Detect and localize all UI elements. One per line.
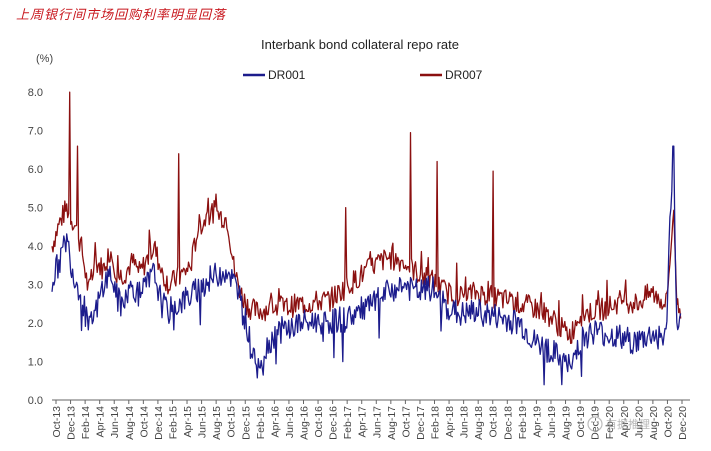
x-tick-label: Dec-15	[240, 406, 252, 440]
y-tick-label: 8.0	[28, 87, 43, 99]
x-tick-label: Oct-16	[313, 406, 325, 438]
x-tick-label: Oct-17	[400, 406, 412, 438]
y-tick-label: 5.0	[28, 203, 43, 215]
x-tick-label: Jun-17	[371, 406, 383, 438]
x-tick-label: Dec-17	[415, 406, 427, 440]
x-tick-label: Feb-16	[255, 406, 267, 439]
x-tick-label: Jun-19	[546, 406, 558, 438]
x-tick-label: Oct-18	[488, 406, 500, 438]
x-tick-label: Apr-16	[269, 406, 281, 438]
x-tick-label: Jun-18	[459, 406, 471, 438]
x-tick-label: Apr-15	[182, 406, 194, 438]
x-tick-label: Oct-20	[662, 406, 674, 438]
watermark: 有据推理	[587, 416, 650, 432]
x-tick-label: Oct-19	[575, 406, 587, 438]
x-tick-label: Apr-14	[95, 406, 107, 438]
y-axis-unit-label: (%)	[36, 53, 53, 65]
legend-label-dr001: DR001	[268, 68, 306, 82]
x-tick-label: Oct-15	[226, 406, 238, 438]
x-tick-label: Dec-18	[502, 406, 514, 440]
y-tick-label: 3.0	[28, 280, 43, 292]
x-tick-label: Dec-19	[590, 406, 602, 440]
chart-caption: 上周银行间市场回购利率明显回落	[16, 8, 227, 23]
x-tick-label: Feb-20	[604, 406, 616, 439]
y-tick-label: 2.0	[28, 318, 43, 330]
x-tick-label: Jun-14	[109, 406, 121, 438]
x-tick-label: Aug-20	[648, 406, 660, 440]
x-tick-label: Dec-13	[66, 406, 78, 440]
x-tick-label: Jun-20	[633, 406, 645, 438]
x-tick-label: Aug-16	[298, 406, 310, 440]
y-tick-label: 7.0	[28, 126, 43, 138]
x-tick-label: Apr-17	[357, 406, 369, 438]
x-tick-label: Dec-20	[677, 406, 689, 440]
x-tick-label: Aug-14	[124, 406, 136, 440]
x-tick-label: Jun-15	[197, 406, 209, 438]
y-tick-label: 1.0	[28, 357, 43, 369]
series-line-dr007	[51, 91, 682, 345]
x-tick-label: Oct-14	[138, 406, 150, 438]
x-tick-label: Feb-19	[517, 406, 529, 439]
x-tick-label: Aug-15	[211, 406, 223, 440]
x-tick-label: Feb-17	[342, 406, 354, 439]
x-tick-label: Feb-15	[167, 406, 179, 439]
y-tick-label: 6.0	[28, 164, 43, 176]
series-line-dr001	[51, 145, 682, 386]
x-tick-label: Apr-20	[619, 406, 631, 438]
x-tick-label: Feb-14	[80, 406, 92, 439]
watermark-text: 有据推理	[606, 417, 650, 431]
x-tick-label: Apr-18	[444, 406, 456, 438]
x-tick-label: Aug-19	[561, 406, 573, 440]
y-tick-label: 0.0	[28, 395, 43, 407]
x-tick-label: Apr-19	[531, 406, 543, 438]
series-layer	[51, 91, 682, 386]
x-tick-label: Feb-18	[430, 406, 442, 439]
y-axis-ticks: 0.0 1.0 2.0 3.0 4.0 5.0 6.0 7.0 8.0	[28, 87, 43, 407]
x-tick-label: Dec-14	[153, 406, 165, 440]
x-axis-ticks: Oct-13 Dec-13 Feb-14 Apr-14 Jun-14 Aug-14 Oct-…	[51, 400, 689, 440]
chart-title: Interbank bond collateral repo rate	[261, 37, 459, 52]
legend-label-dr007: DR007	[445, 68, 483, 82]
y-tick-label: 4.0	[28, 241, 43, 253]
x-tick-label: Aug-18	[473, 406, 485, 440]
x-tick-label: Dec-16	[328, 406, 340, 440]
x-tick-label: Jun-16	[284, 406, 296, 438]
x-tick-label: Aug-17	[386, 406, 398, 440]
x-tick-label: Oct-13	[51, 406, 63, 438]
wechat-icon	[587, 416, 603, 432]
